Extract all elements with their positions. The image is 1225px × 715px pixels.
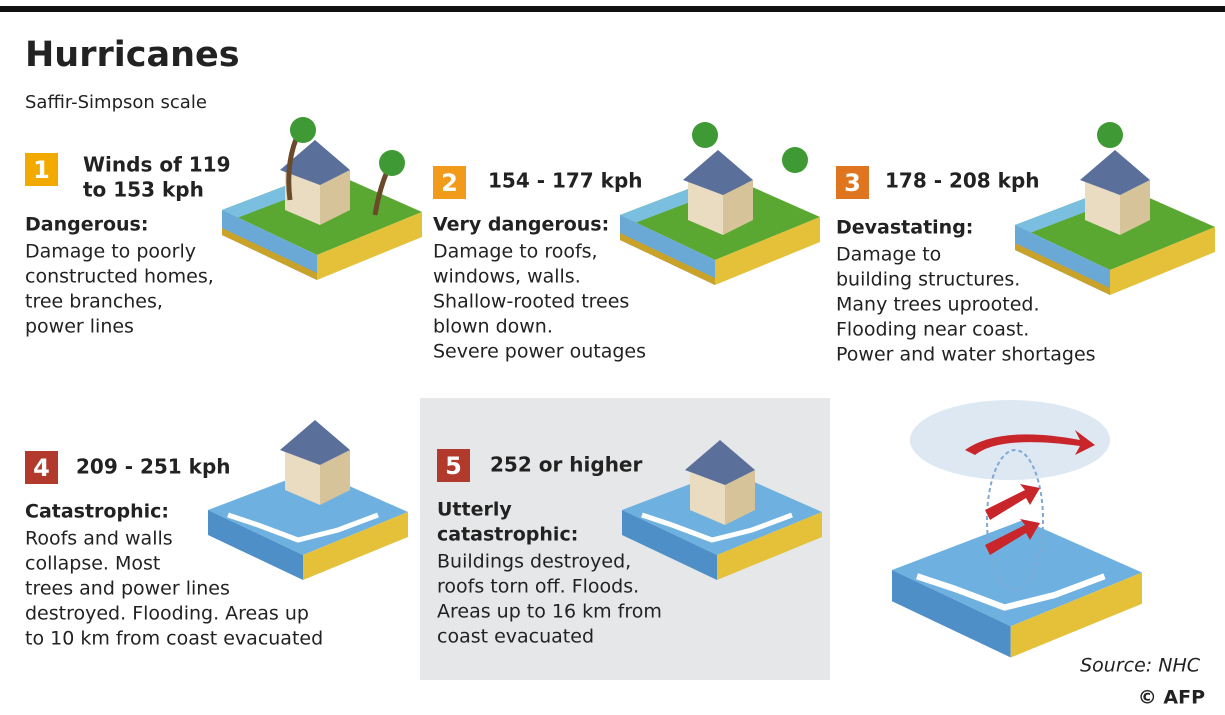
wind-speed: Winds of 119 (83, 153, 231, 177)
badge-number: 2 (441, 169, 458, 197)
description-line: trees and power lines (25, 578, 230, 600)
description-line: roofs torn off. Floods. (437, 576, 639, 598)
category-label: Very dangerous: (433, 214, 609, 236)
credit: © AFP (1138, 687, 1205, 709)
wind-speed: 252 or higher (490, 453, 642, 477)
infographic: Hurricanes Saffir-Simpson scale Source: … (0, 0, 1225, 715)
description-line: power lines (25, 316, 134, 338)
category-label: Catastrophic: (25, 501, 169, 523)
badge-number: 4 (33, 454, 50, 482)
description-line: constructed homes, (25, 266, 214, 288)
description-line: to 10 km from coast evacuated (25, 628, 323, 650)
description-line: Damage to poorly (25, 241, 196, 263)
description-line: Damage to roofs, (433, 241, 598, 263)
description-line: Areas up to 16 km from (437, 601, 662, 623)
category-label: Devastating: (836, 217, 973, 239)
description-line: tree branches, (25, 291, 163, 313)
description-line: Many trees uprooted. (836, 294, 1040, 316)
description-line: collapse. Most (25, 553, 160, 575)
badge-number: 1 (33, 156, 50, 184)
description-line: blown down. (433, 316, 553, 338)
wind-speed: 178 - 208 kph (885, 169, 1040, 193)
badge-number: 5 (445, 452, 462, 480)
badge-number: 3 (844, 169, 861, 197)
source: Source: NHC (1080, 655, 1201, 677)
category-label: Utterly (437, 499, 512, 521)
description-line: destroyed. Flooding. Areas up (25, 603, 309, 625)
top-rule (0, 6, 1225, 12)
wind-speed: 209 - 251 kph (76, 455, 231, 479)
title: Hurricanes (25, 35, 240, 75)
wind-speed: 154 - 177 kph (488, 169, 643, 193)
subtitle: Saffir-Simpson scale (25, 92, 207, 113)
description-line: Power and water shortages (836, 344, 1096, 366)
category-label: Dangerous: (25, 214, 148, 236)
description-line: Buildings destroyed, (437, 551, 631, 573)
description-line: building structures. (836, 269, 1020, 291)
description-line: Damage to (836, 244, 941, 266)
description-line: windows, walls. (433, 266, 581, 288)
wind-speed: to 153 kph (83, 178, 204, 202)
description-line: coast evacuated (437, 626, 594, 648)
illustration (208, 117, 1215, 658)
description-line: Shallow-rooted trees (433, 291, 629, 313)
category-label: catastrophic: (437, 524, 578, 546)
description-line: Severe power outages (433, 341, 646, 363)
description-line: Flooding near coast. (836, 319, 1029, 341)
description-line: Roofs and walls (25, 528, 173, 550)
